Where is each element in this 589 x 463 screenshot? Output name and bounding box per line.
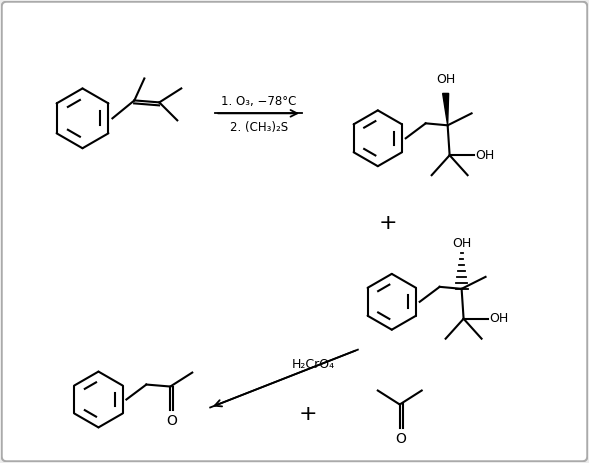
Text: OH: OH: [489, 312, 509, 325]
Text: +: +: [299, 405, 317, 425]
Text: O: O: [395, 432, 406, 446]
Text: OH: OH: [475, 149, 495, 162]
Polygon shape: [443, 94, 449, 125]
Text: +: +: [379, 213, 397, 233]
Text: 1. O₃, −78°C: 1. O₃, −78°C: [221, 95, 296, 108]
Text: H₂CrO₄: H₂CrO₄: [292, 357, 335, 370]
Text: O: O: [166, 414, 177, 428]
Text: OH: OH: [452, 237, 471, 250]
Text: 2. (CH₃)₂S: 2. (CH₃)₂S: [230, 121, 287, 134]
Text: OH: OH: [436, 74, 455, 87]
